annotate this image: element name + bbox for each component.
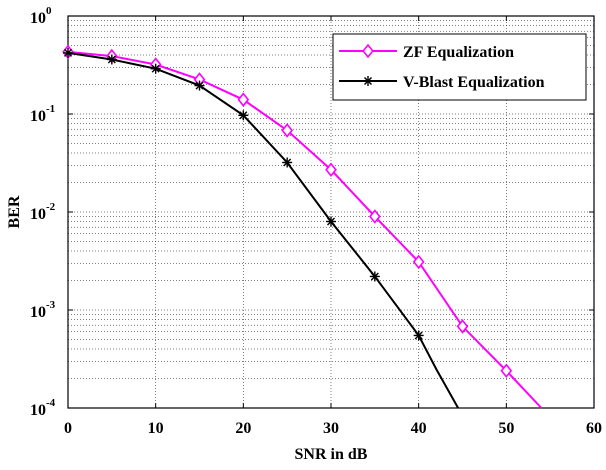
legend-item-1: ZF Equalization — [339, 43, 514, 61]
data-point — [237, 92, 250, 107]
data-point — [369, 271, 380, 282]
x-tick-label: 20 — [235, 420, 251, 437]
data-point — [500, 363, 513, 379]
x-tick-label: 30 — [323, 420, 339, 437]
data-point — [106, 54, 117, 65]
x-tick-label: 60 — [586, 420, 602, 437]
tick-labels: 0 10 20 30 40 50 60 100 10-1 10-2 10-3 10-4 — [30, 5, 602, 437]
y-tick-label: 10-2 — [30, 201, 56, 223]
y-tick-label: 100 — [30, 5, 52, 27]
data-point — [326, 216, 336, 227]
y-tick-label: 10-3 — [30, 299, 56, 321]
series-line — [67, 51, 459, 409]
data-point — [282, 157, 293, 168]
y-tick-label: 10-4 — [30, 397, 56, 419]
data-point — [194, 80, 205, 91]
data-point — [150, 63, 161, 74]
x-axis-title: SNR in dB — [295, 446, 368, 463]
legend-box — [332, 33, 587, 101]
legend-label: ZF Equalization — [403, 44, 514, 61]
x-tick-label: 10 — [148, 420, 164, 437]
x-tick-label: 0 — [64, 420, 72, 437]
series-layer — [62, 44, 543, 409]
data-point — [238, 110, 249, 121]
y-axis-title: BER — [6, 195, 23, 228]
data-point — [362, 43, 374, 59]
legend-item-2: V-Blast Equalization — [339, 74, 545, 91]
data-point — [363, 76, 373, 86]
series-line — [67, 50, 543, 409]
x-tick-label: 40 — [411, 420, 427, 437]
legend: ZF Equalization V-Blast Equalization — [332, 33, 587, 101]
data-point — [413, 330, 424, 341]
x-tick-label: 50 — [498, 420, 514, 437]
data-point — [412, 254, 425, 270]
data-point — [325, 162, 337, 178]
data-point — [63, 47, 73, 58]
data-point — [281, 123, 293, 138]
legend-label: V-Blast Equalization — [403, 74, 545, 91]
data-point — [456, 319, 469, 334]
y-tick-label: 10-1 — [30, 103, 55, 125]
series-2 — [63, 47, 459, 409]
data-point — [369, 209, 381, 224]
